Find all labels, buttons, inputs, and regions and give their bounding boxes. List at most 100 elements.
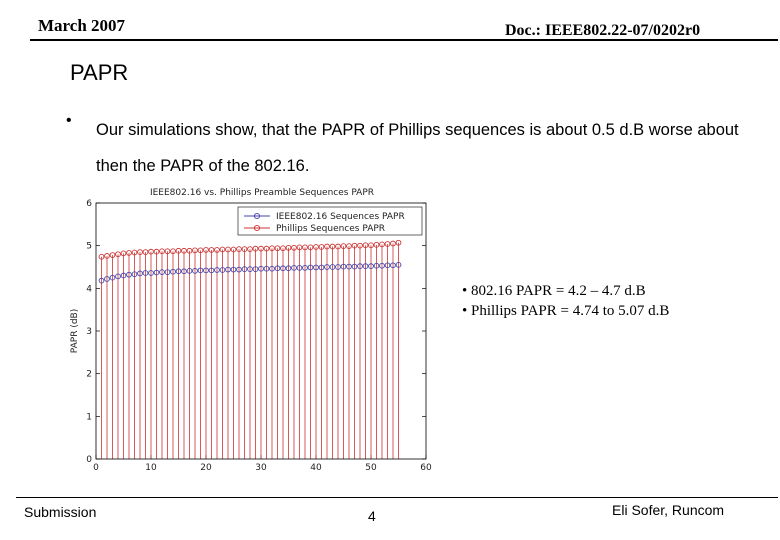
point-ieee bbox=[186, 267, 193, 274]
point-phillips bbox=[373, 241, 380, 248]
y-tick-label: 3 bbox=[86, 327, 92, 337]
point-phillips bbox=[219, 246, 226, 253]
x-tick-label: 30 bbox=[255, 463, 267, 473]
point-phillips bbox=[109, 252, 116, 258]
y-tick-label: 4 bbox=[86, 284, 92, 294]
header-date: March 2007 bbox=[38, 16, 126, 35]
point-ieee bbox=[274, 265, 281, 272]
point-phillips bbox=[318, 244, 325, 250]
point-phillips bbox=[252, 245, 259, 252]
bullet-text: Our simulations show, that the PAPR of P… bbox=[96, 121, 739, 175]
point-phillips bbox=[379, 241, 385, 248]
point-phillips bbox=[324, 243, 330, 250]
point-phillips bbox=[307, 244, 314, 251]
point-ieee bbox=[379, 262, 385, 269]
point-ieee bbox=[291, 265, 297, 271]
point-ieee bbox=[252, 266, 259, 272]
point-ieee bbox=[225, 266, 231, 273]
point-phillips bbox=[203, 247, 209, 253]
point-phillips bbox=[274, 245, 281, 252]
point-phillips bbox=[258, 245, 264, 252]
legend-box bbox=[237, 206, 423, 236]
papr-chart: IEEE802.16 vs. Phillips Preamble Sequenc… bbox=[70, 188, 432, 473]
legend-entry-phillips: Phillips Sequences PAPR bbox=[244, 224, 385, 234]
point-phillips bbox=[186, 247, 193, 254]
point-phillips bbox=[362, 242, 369, 249]
point-phillips bbox=[214, 247, 220, 253]
point-phillips bbox=[170, 248, 176, 255]
point-phillips bbox=[120, 250, 127, 257]
point-ieee bbox=[346, 263, 352, 270]
point-ieee bbox=[302, 265, 308, 271]
point-ieee bbox=[384, 262, 391, 269]
point-ieee bbox=[313, 264, 319, 271]
point-phillips bbox=[384, 241, 391, 247]
y-tick-label: 1 bbox=[86, 412, 92, 422]
point-phillips bbox=[181, 247, 187, 254]
point-phillips bbox=[236, 246, 242, 252]
point-phillips bbox=[142, 249, 149, 255]
note-phillips-papr: • Phillips PAPR = 4.74 to 5.07 d.B bbox=[462, 303, 670, 319]
point-ieee bbox=[159, 269, 165, 275]
point-ieee bbox=[269, 265, 275, 272]
point-phillips bbox=[153, 248, 160, 255]
y-tick-label: 2 bbox=[86, 370, 92, 380]
point-ieee bbox=[164, 269, 171, 275]
chart-legend: IEEE802.16 Sequences PAPR Phillips Seque… bbox=[237, 206, 423, 236]
point-ieee bbox=[203, 267, 209, 274]
point-ieee bbox=[390, 262, 396, 269]
footer-submission: Submission bbox=[24, 504, 97, 520]
point-phillips bbox=[175, 247, 182, 254]
point-phillips bbox=[148, 248, 154, 255]
point-ieee bbox=[258, 265, 264, 272]
point-phillips bbox=[230, 246, 237, 253]
point-phillips bbox=[159, 248, 165, 255]
point-phillips bbox=[346, 243, 352, 249]
point-phillips bbox=[280, 245, 286, 252]
footer-author: Eli Sofer, Runcom bbox=[612, 502, 725, 518]
legend-label-phillips: Phillips Sequences PAPR bbox=[276, 224, 385, 234]
x-tick-label: 20 bbox=[200, 463, 212, 473]
point-ieee bbox=[357, 263, 363, 269]
x-tick-label: 40 bbox=[310, 463, 322, 473]
point-phillips bbox=[291, 244, 297, 251]
legend-marker-phillips bbox=[253, 224, 261, 232]
point-phillips bbox=[197, 247, 204, 254]
chart-title: IEEE802.16 vs. Phillips Preamble Sequenc… bbox=[150, 188, 374, 198]
point-ieee bbox=[285, 265, 292, 272]
point-ieee bbox=[280, 265, 286, 272]
header-rule bbox=[30, 39, 778, 41]
point-ieee bbox=[368, 263, 374, 269]
point-ieee bbox=[296, 265, 303, 271]
point-phillips bbox=[192, 247, 198, 254]
legend-label-ieee: IEEE802.16 Sequences PAPR bbox=[276, 212, 405, 222]
point-ieee bbox=[181, 268, 187, 275]
y-axis-label: PAPR (dB) bbox=[70, 309, 80, 353]
point-phillips bbox=[313, 244, 319, 250]
point-phillips bbox=[302, 244, 308, 251]
page-number: 4 bbox=[368, 508, 376, 524]
legend-marker-ieee bbox=[253, 212, 261, 220]
point-ieee bbox=[214, 267, 220, 273]
point-phillips bbox=[225, 246, 231, 253]
point-ieee bbox=[137, 270, 143, 277]
point-phillips bbox=[285, 244, 292, 251]
point-phillips bbox=[126, 250, 132, 256]
point-ieee bbox=[208, 267, 215, 274]
point-phillips bbox=[351, 242, 358, 249]
x-tick-label: 50 bbox=[365, 463, 377, 473]
point-ieee bbox=[351, 263, 358, 270]
point-ieee bbox=[115, 273, 121, 280]
point-ieee bbox=[153, 269, 160, 276]
point-ieee bbox=[263, 265, 270, 272]
point-ieee bbox=[192, 267, 198, 274]
point-phillips bbox=[269, 245, 275, 252]
point-phillips bbox=[368, 242, 374, 249]
plot-frame bbox=[95, 202, 427, 460]
point-phillips bbox=[137, 249, 143, 255]
legend-entry-ieee: IEEE802.16 Sequences PAPR bbox=[244, 212, 405, 222]
point-ieee bbox=[126, 271, 132, 278]
point-ieee bbox=[307, 264, 314, 271]
point-phillips bbox=[241, 246, 248, 252]
point-ieee bbox=[98, 277, 105, 284]
